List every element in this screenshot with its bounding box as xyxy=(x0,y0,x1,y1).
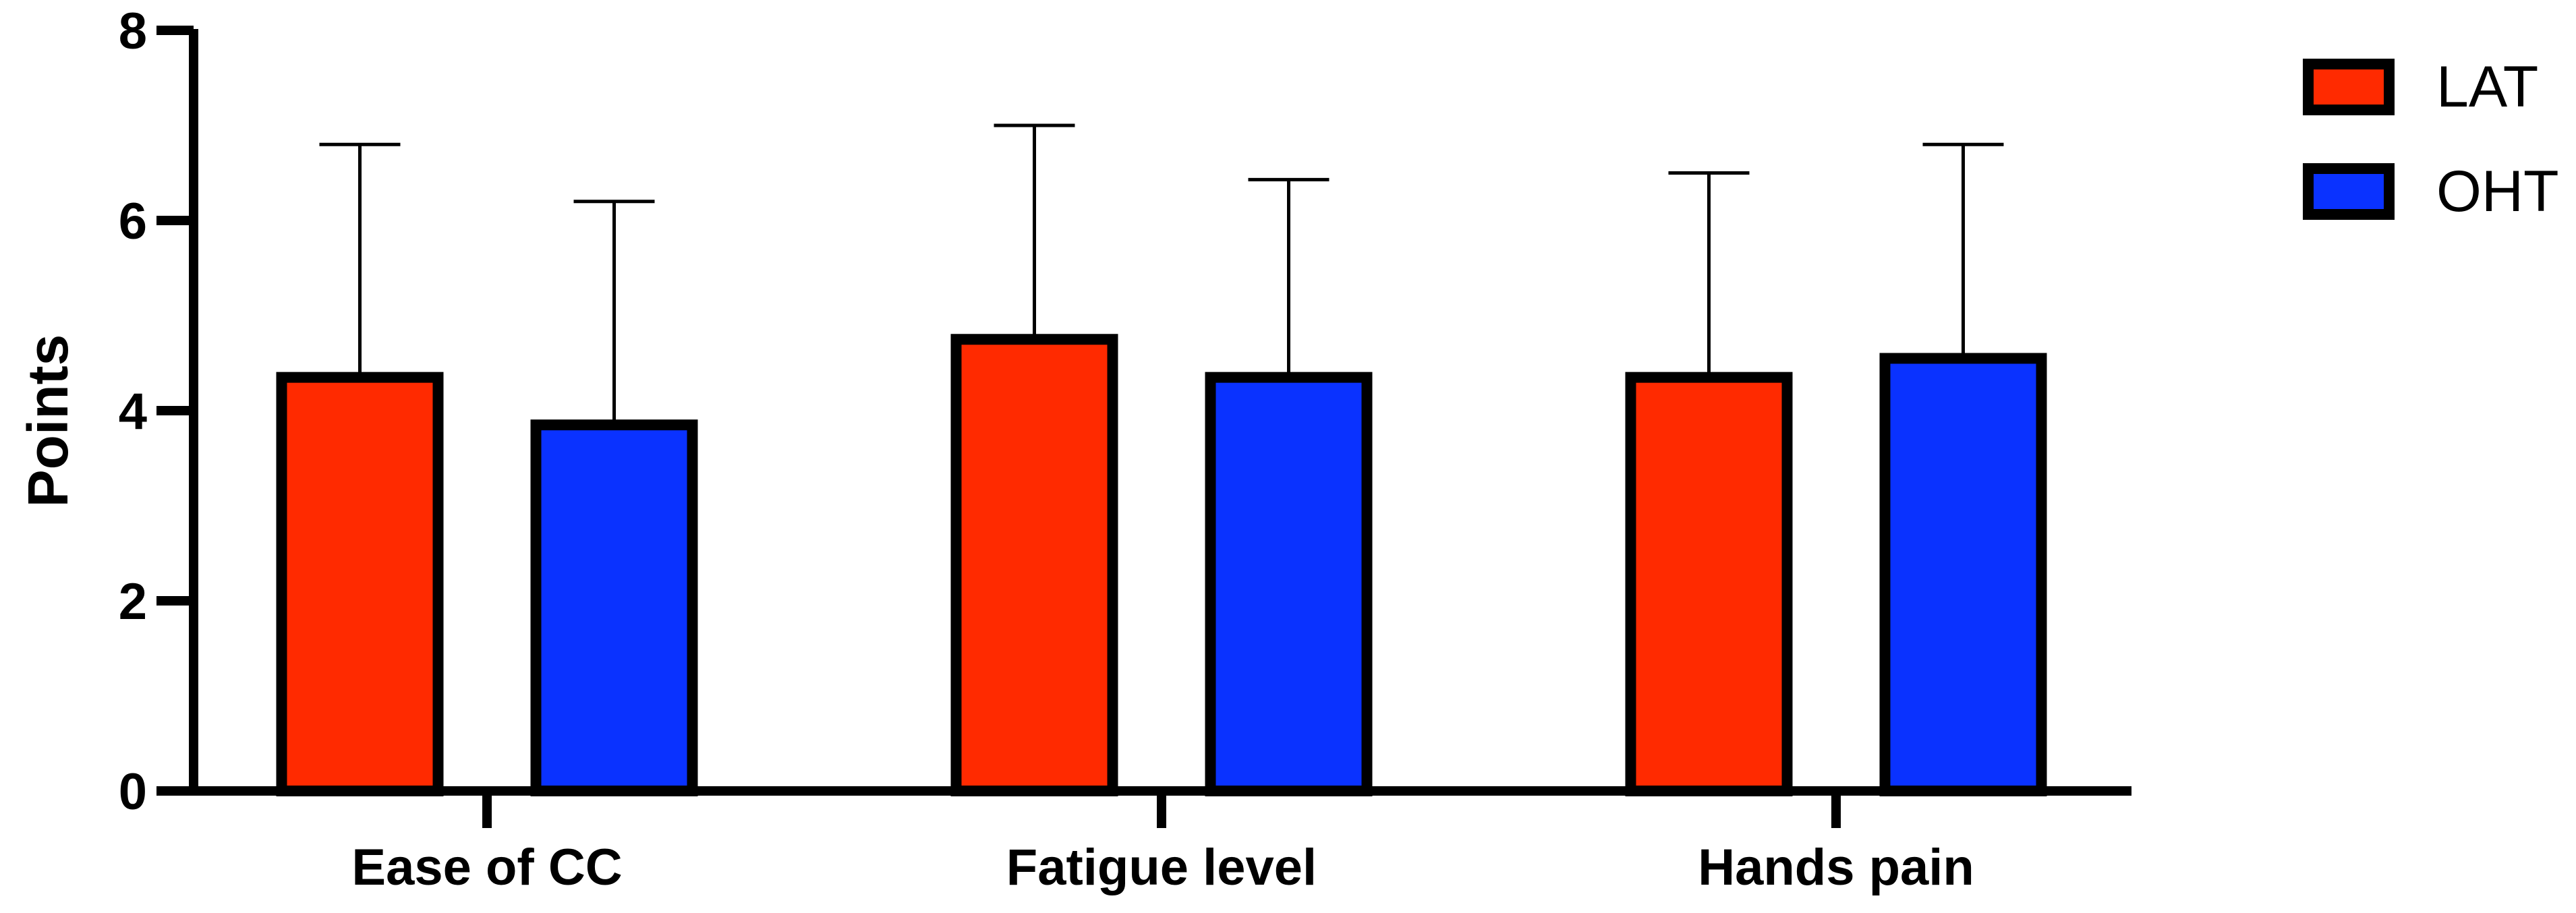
bar-oht-0 xyxy=(530,419,698,796)
y-tick-label-1: 2 xyxy=(119,573,147,630)
legend-swatch-lat xyxy=(2303,59,2395,115)
x-tick-label-1: Fatigue level xyxy=(1006,839,1317,896)
y-tick-label-2: 4 xyxy=(119,383,147,440)
error-bars-layer xyxy=(319,123,2004,425)
y-tick-label-0: 0 xyxy=(119,763,147,821)
y-tick-label-3: 6 xyxy=(119,193,147,250)
legend-swatch-oht xyxy=(2303,163,2395,220)
bar-lat-2 xyxy=(1625,372,1793,796)
axes-layer: Ease of CC Fatigue level Hands pain 0 2 4 6 8 xyxy=(119,3,2131,896)
bars-layer xyxy=(276,334,2047,796)
y-tick-label-4: 8 xyxy=(119,3,147,60)
legend: LAT OHT xyxy=(2303,55,2559,224)
y-axis-title: Points xyxy=(16,334,80,508)
x-tick-label-0: Ease of CC xyxy=(351,839,622,896)
legend-label-lat: LAT xyxy=(2436,55,2538,119)
bar-lat-0 xyxy=(276,372,444,796)
legend-label-oht: OHT xyxy=(2436,159,2559,224)
x-tick-label-2: Hands pain xyxy=(1698,839,1974,896)
bar-oht-1 xyxy=(1205,372,1373,796)
bar-oht-2 xyxy=(1879,353,2047,796)
bar-lat-1 xyxy=(950,334,1118,796)
